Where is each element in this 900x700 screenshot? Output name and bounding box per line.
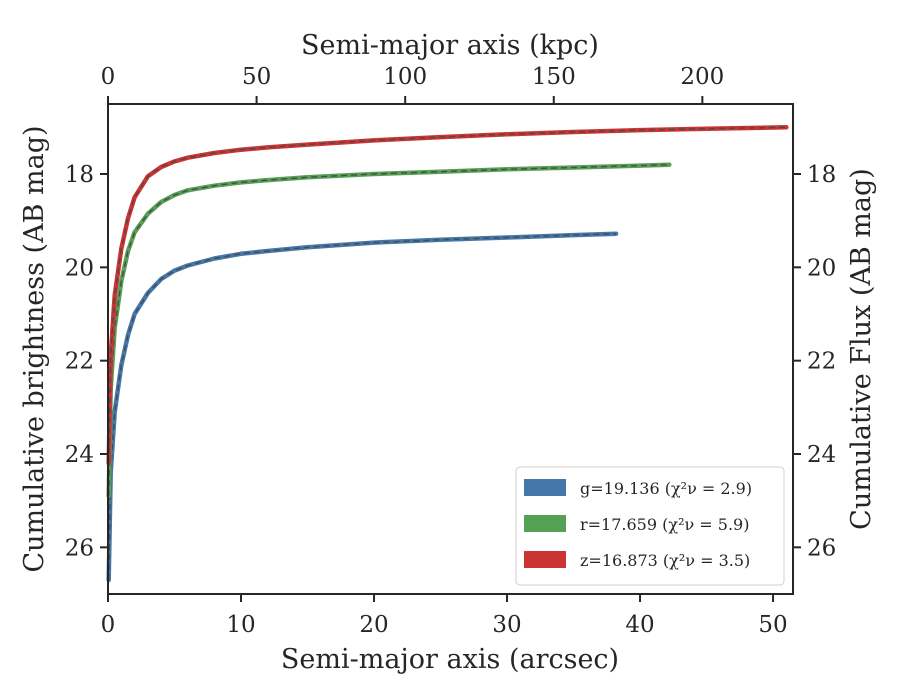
- plot-frame: [107, 103, 794, 595]
- x2-tick-label: 200: [680, 64, 724, 90]
- x2-tick-label: 150: [532, 64, 576, 90]
- y2-axis-title: Cumulative Flux (AB mag): [846, 168, 877, 530]
- x-tick-label: 30: [492, 612, 521, 638]
- y2-tick-label: 22: [807, 349, 836, 375]
- x-tick-label: 10: [226, 612, 255, 638]
- y-tick-label: 18: [65, 162, 94, 188]
- x2-tick-label: 100: [383, 64, 427, 90]
- x2-tick-label: 0: [101, 64, 116, 90]
- y2-tick-label: 20: [807, 255, 836, 281]
- series-z-model-line: [108, 126, 787, 464]
- y-tick-label: 22: [65, 349, 94, 375]
- y2-tick-label: 26: [807, 535, 836, 561]
- legend-swatch-r: [524, 515, 566, 532]
- x-tick-label: 40: [625, 612, 654, 638]
- x-tick-label: 0: [101, 612, 116, 638]
- series-layer: [106, 125, 789, 583]
- x-tick-label: 20: [359, 612, 388, 638]
- y2-tick-label: 18: [807, 162, 836, 188]
- series-g-model-line: [108, 233, 617, 581]
- legend-swatch-z: [524, 551, 566, 568]
- y-tick-label: 24: [65, 442, 94, 468]
- y-tick-label: 26: [65, 535, 94, 561]
- series-z-line: [106, 125, 789, 466]
- ticks-layer: 0 10 20 30 40 50 0 50 100 150 200 18 18 20 20 22 22 24 24 2…: [65, 64, 837, 638]
- y2-tick-label: 24: [807, 442, 836, 468]
- series-r-line: [106, 162, 672, 499]
- x2-tick-label: 50: [242, 64, 271, 90]
- x-tick-label: 50: [758, 612, 787, 638]
- y-tick-label: 20: [65, 255, 94, 281]
- legend-items: g=19.136 (χ²ν = 2.9) r=17.659 (χ²ν = 5.9)…: [524, 479, 752, 570]
- series-r-model-line: [108, 164, 670, 497]
- legend-label-z: z=16.873 (χ²ν = 3.5): [580, 551, 750, 570]
- legend-swatch-g: [524, 479, 566, 496]
- legend: g=19.136 (χ²ν = 2.9) r=17.659 (χ²ν = 5.9)…: [515, 466, 785, 586]
- legend-label-g: g=19.136 (χ²ν = 2.9): [580, 479, 752, 498]
- x-axis-title: Semi-major axis (arcsec): [281, 644, 619, 675]
- legend-label-r: r=17.659 (χ²ν = 5.9): [580, 515, 749, 534]
- y-axis-title: Cumulative brightness (AB mag): [19, 125, 50, 572]
- x2-axis-title: Semi-major axis (kpc): [301, 30, 599, 61]
- legend-frame: [515, 466, 785, 586]
